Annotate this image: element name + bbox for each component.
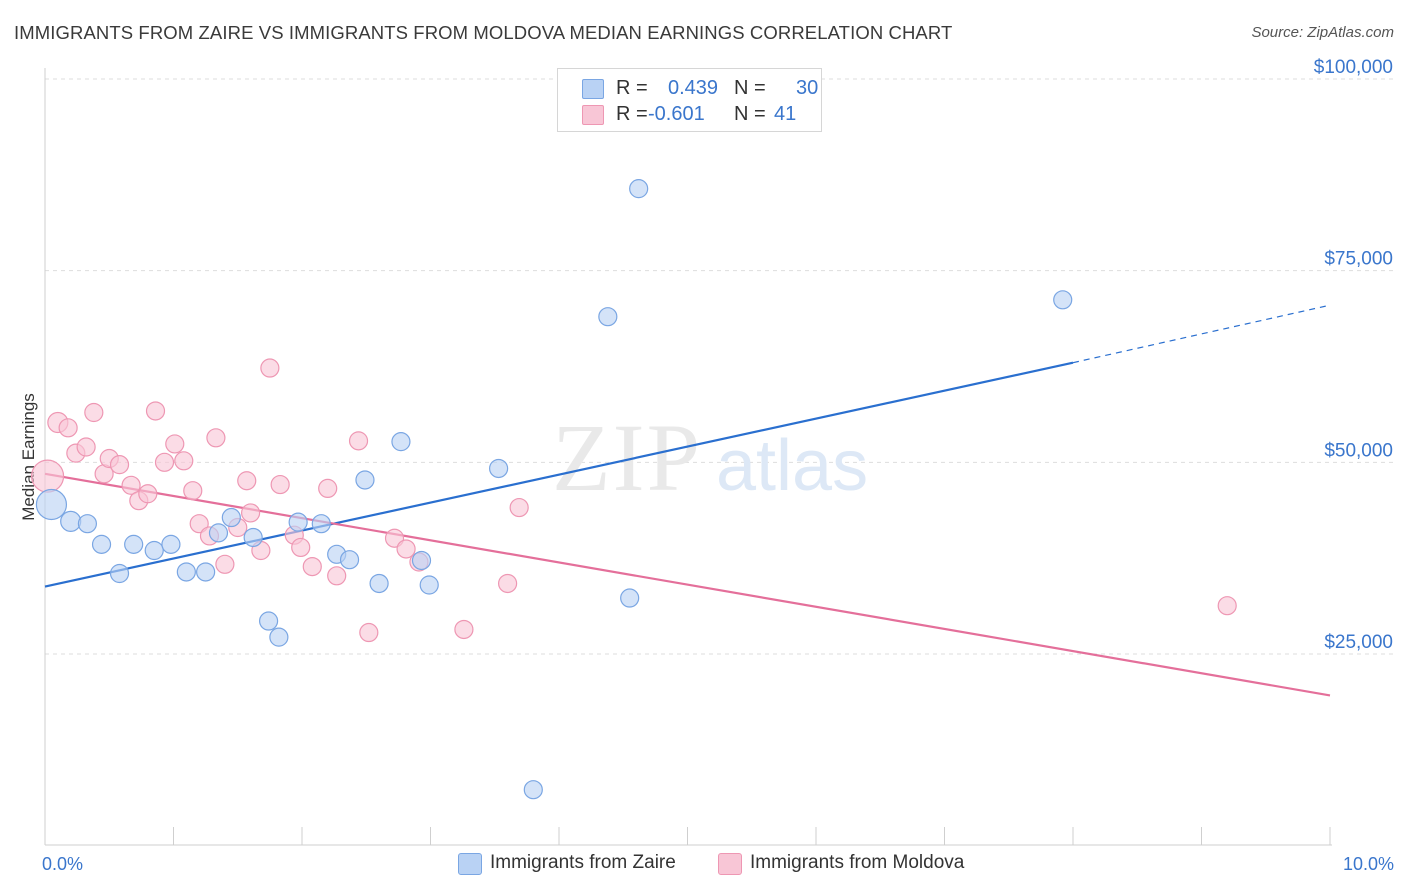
data-points bbox=[30, 179, 1237, 800]
r-value: 0.439 bbox=[668, 77, 719, 99]
moldova-point bbox=[121, 475, 141, 495]
zaire-point bbox=[419, 575, 439, 595]
moldova-point bbox=[58, 418, 78, 438]
moldova-point bbox=[206, 428, 226, 448]
moldova-point bbox=[454, 619, 474, 640]
moldova-point bbox=[359, 622, 379, 643]
n-label: N = bbox=[734, 103, 766, 125]
y-axis-title: Median Earnings bbox=[19, 393, 38, 521]
watermark: ZIP atlas bbox=[552, 404, 868, 511]
n-value: 41 bbox=[774, 103, 797, 125]
zaire-point bbox=[124, 534, 144, 554]
moldova-point bbox=[260, 358, 280, 378]
y-tick-label: $50,000 bbox=[1324, 440, 1393, 461]
zaire-point bbox=[369, 573, 389, 594]
moldova-legend-swatch bbox=[718, 853, 742, 875]
zaire-point bbox=[620, 588, 640, 608]
zaire-point bbox=[411, 550, 432, 571]
moldova-point bbox=[109, 455, 130, 475]
zaire-point bbox=[629, 179, 649, 199]
zaire-point bbox=[311, 514, 331, 534]
moldova-point bbox=[498, 573, 518, 594]
zaire-point bbox=[243, 527, 263, 548]
zaire-point bbox=[258, 611, 279, 631]
moldova-point bbox=[348, 431, 369, 451]
zaire-point bbox=[144, 540, 164, 561]
zaire-point bbox=[598, 307, 618, 327]
zaire-point bbox=[91, 534, 112, 554]
n-label: N = bbox=[734, 77, 766, 99]
zaire-point bbox=[60, 510, 82, 532]
moldova-point bbox=[145, 401, 166, 421]
x-tick-label: 0.0% bbox=[42, 854, 83, 874]
moldova-point bbox=[174, 451, 194, 471]
r-value: -0.601 bbox=[648, 103, 705, 125]
moldova-point bbox=[1217, 596, 1237, 616]
stats-legend: R = 0.439 N = 30 R = -0.601 N = 41 bbox=[557, 68, 822, 132]
chart-title: IMMIGRANTS FROM ZAIRE VS IMMIGRANTS FROM… bbox=[14, 22, 953, 43]
zaire-point bbox=[77, 514, 98, 534]
zaire-point bbox=[391, 432, 411, 452]
moldova-point bbox=[270, 474, 290, 495]
moldova-point bbox=[215, 554, 235, 574]
moldova-swatch bbox=[582, 105, 604, 125]
y-tick-label: $100,000 bbox=[1314, 57, 1393, 78]
zaire-point bbox=[196, 562, 216, 582]
x-tick-label: 10.0% bbox=[1343, 854, 1394, 874]
legend-label-moldova: Immigrants from Moldova bbox=[750, 852, 965, 873]
zaire-point bbox=[523, 780, 543, 800]
watermark-zip: ZIP bbox=[552, 404, 702, 511]
legend-label-zaire: Immigrants from Zaire bbox=[490, 852, 676, 873]
zaire-legend-swatch bbox=[458, 853, 482, 875]
zaire-point bbox=[288, 512, 308, 532]
zaire-swatch bbox=[582, 79, 604, 99]
source-credit: Source: ZipAtlas.com bbox=[1251, 24, 1394, 41]
y-tick-labels: $25,000 $50,000 $75,000 $100,000 bbox=[1314, 57, 1393, 653]
moldova-point bbox=[302, 556, 322, 577]
moldova-point bbox=[165, 434, 185, 454]
moldova-point bbox=[189, 514, 209, 534]
zaire-point bbox=[176, 562, 196, 582]
zaire-point bbox=[1053, 290, 1073, 310]
y-tick-label: $25,000 bbox=[1324, 632, 1393, 653]
moldova-point bbox=[509, 497, 529, 518]
zaire-point bbox=[35, 488, 68, 521]
gridlines bbox=[45, 78, 1395, 655]
moldova-point bbox=[291, 537, 311, 558]
zaire-point bbox=[489, 458, 509, 479]
zaire-point bbox=[109, 563, 130, 584]
zaire-point bbox=[355, 470, 375, 490]
zaire-point bbox=[161, 534, 181, 554]
moldova-point bbox=[138, 484, 158, 504]
moldova-point bbox=[237, 471, 257, 491]
zaire-point bbox=[269, 627, 289, 647]
n-value: 30 bbox=[796, 77, 819, 99]
x-tick-labels: 0.0% 10.0% bbox=[42, 854, 1394, 874]
watermark-atlas: atlas bbox=[716, 426, 868, 506]
zaire-trend-line bbox=[44, 361, 1074, 588]
zaire-point bbox=[221, 507, 241, 528]
zaire-trend-extension bbox=[1072, 304, 1331, 364]
zaire-point bbox=[208, 523, 229, 543]
moldova-point bbox=[327, 566, 347, 586]
moldova-point bbox=[396, 539, 416, 559]
zaire-point bbox=[339, 550, 360, 570]
axes bbox=[44, 68, 1332, 846]
moldova-point bbox=[183, 481, 203, 501]
y-tick-label: $75,000 bbox=[1324, 249, 1393, 270]
moldova-point bbox=[76, 437, 96, 457]
r-label: R = bbox=[616, 77, 648, 99]
moldova-point bbox=[154, 452, 175, 472]
moldova-point bbox=[241, 503, 261, 523]
moldova-point bbox=[318, 478, 338, 498]
moldova-point bbox=[84, 402, 104, 423]
r-label: R = bbox=[616, 103, 648, 125]
moldova-point bbox=[30, 459, 65, 493]
